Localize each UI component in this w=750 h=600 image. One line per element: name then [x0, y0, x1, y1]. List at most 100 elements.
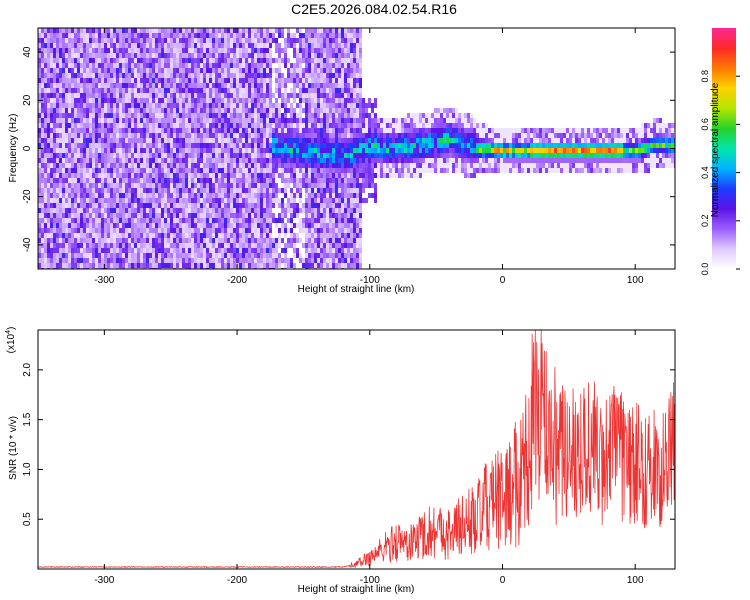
figure-title: C2E5.2026.084.02.54.R16: [291, 1, 457, 17]
heatmap-cell: [311, 183, 314, 188]
heatmap-cell: [53, 118, 56, 123]
heatmap-cell: [146, 43, 149, 48]
heatmap-cell: [203, 118, 206, 123]
heatmap-cell: [329, 138, 332, 143]
heatmap-cell: [104, 83, 107, 88]
heatmap-cell: [344, 168, 347, 173]
heatmap-cell: [122, 108, 125, 113]
heatmap-cell: [167, 63, 170, 68]
heatmap-cell: [278, 143, 281, 148]
heatmap-cell: [95, 128, 98, 133]
heatmap-cell: [152, 243, 155, 248]
heatmap-cell: [305, 263, 308, 268]
heatmap-cell: [71, 163, 74, 168]
heatmap-cell: [221, 83, 224, 88]
heatmap-cell: [149, 218, 152, 223]
heatmap-cell: [59, 243, 62, 248]
heatmap-cell: [191, 263, 194, 268]
heatmap-cell: [125, 248, 128, 253]
heatmap-cell: [350, 78, 353, 83]
heatmap-cell: [347, 178, 350, 183]
heatmap-cell: [170, 188, 173, 193]
heatmap-cell: [239, 63, 242, 68]
heatmap-cell: [203, 243, 206, 248]
heatmap-cell: [251, 213, 254, 218]
heatmap-cell: [230, 48, 233, 53]
heatmap-cell: [173, 28, 176, 33]
heatmap-cell: [104, 98, 107, 103]
heatmap-cell: [158, 63, 161, 68]
heatmap-cell: [104, 263, 107, 268]
heatmap-cell: [50, 73, 53, 78]
heatmap-cell: [311, 33, 314, 38]
heatmap-cell: [257, 123, 260, 128]
heatmap-cell: [245, 223, 248, 228]
heatmap-cell: [140, 238, 143, 243]
heatmap-cell: [47, 208, 50, 213]
heatmap-cell: [44, 98, 47, 103]
heatmap-cell: [302, 78, 305, 83]
heatmap-cell: [131, 158, 134, 163]
heatmap-cell: [308, 68, 311, 73]
heatmap-cell: [263, 198, 266, 203]
heatmap-cell: [335, 158, 338, 163]
heatmap-cell: [227, 103, 230, 108]
heatmap-cell: [140, 98, 143, 103]
heatmap-cell: [242, 93, 245, 98]
heatmap-cell: [56, 103, 59, 108]
heatmap-cell: [308, 258, 311, 263]
heatmap-cell: [173, 138, 176, 143]
heatmap-cell: [284, 243, 287, 248]
heatmap-cell: [176, 238, 179, 243]
heatmap-cell: [263, 98, 266, 103]
heatmap-cell: [44, 138, 47, 143]
heatmap-cell: [125, 183, 128, 188]
heatmap-cell: [326, 103, 329, 108]
heatmap-cell: [50, 133, 53, 138]
heatmap-cell: [275, 223, 278, 228]
heatmap-cell: [335, 223, 338, 228]
heatmap-cell: [179, 258, 182, 263]
heatmap-cell: [170, 138, 173, 143]
heatmap-cell: [77, 263, 80, 268]
heatmap-cell: [128, 238, 131, 243]
heatmap-cell: [185, 263, 188, 268]
heatmap-cell: [170, 228, 173, 233]
heatmap-cell: [212, 178, 215, 183]
heatmap-cell: [104, 228, 107, 233]
heatmap-cell: [176, 183, 179, 188]
heatmap-cell: [266, 198, 269, 203]
heatmap-cell: [41, 148, 44, 153]
heatmap-cell: [38, 28, 41, 33]
heatmap-cell: [167, 138, 170, 143]
heatmap-cell: [272, 173, 275, 178]
heatmap-cell: [107, 78, 110, 83]
heatmap-cell: [281, 248, 284, 253]
heatmap-cell: [215, 183, 218, 188]
heatmap-cell: [182, 228, 185, 233]
heatmap-cell: [83, 138, 86, 143]
heatmap-cell: [236, 133, 239, 138]
heatmap-cell: [266, 183, 269, 188]
heatmap-cell: [95, 88, 98, 93]
heatmap-cell: [152, 53, 155, 58]
heatmap-cell: [164, 173, 167, 178]
heatmap-cell: [209, 58, 212, 63]
heatmap-cell: [158, 83, 161, 88]
heatmap-cell: [317, 163, 320, 168]
heatmap-cell: [320, 148, 323, 153]
heatmap-cell: [41, 153, 44, 158]
heatmap-cell: [335, 43, 338, 48]
heatmap-cell: [296, 188, 299, 193]
heatmap-cell: [116, 88, 119, 93]
heatmap-cell: [239, 73, 242, 78]
heatmap-cell: [53, 43, 56, 48]
heatmap-cell: [68, 163, 71, 168]
heatmap-cell: [302, 168, 305, 173]
heatmap-cell: [116, 248, 119, 253]
heatmap-cell: [197, 233, 200, 238]
heatmap-cell: [131, 48, 134, 53]
heatmap-cell: [98, 38, 101, 43]
heatmap-cell: [305, 228, 308, 233]
heatmap-cell: [248, 193, 251, 198]
